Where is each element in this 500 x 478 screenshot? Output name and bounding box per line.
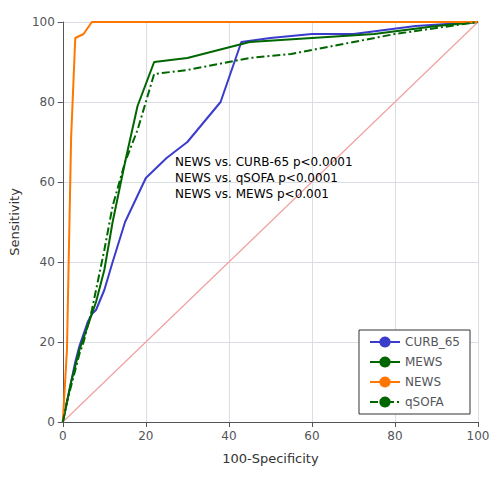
svg-text:60: 60 xyxy=(40,175,55,189)
svg-text:0: 0 xyxy=(47,415,55,429)
svg-text:NEWS vs. MEWS p<0.001: NEWS vs. MEWS p<0.001 xyxy=(175,187,329,201)
svg-text:MEWS: MEWS xyxy=(405,355,442,369)
svg-text:80: 80 xyxy=(40,95,55,109)
svg-text:40: 40 xyxy=(40,255,55,269)
svg-text:40: 40 xyxy=(221,429,236,443)
svg-text:CURB_65: CURB_65 xyxy=(405,335,460,349)
svg-text:60: 60 xyxy=(304,429,319,443)
svg-text:100-Specificity: 100-Specificity xyxy=(222,451,319,466)
svg-text:NEWS: NEWS xyxy=(405,375,441,389)
svg-text:100: 100 xyxy=(467,429,490,443)
svg-text:Sensitivity: Sensitivity xyxy=(7,188,22,256)
svg-text:0: 0 xyxy=(59,429,67,443)
svg-text:20: 20 xyxy=(138,429,153,443)
svg-text:qSOFA: qSOFA xyxy=(405,395,444,409)
svg-text:100: 100 xyxy=(32,15,55,29)
svg-text:NEWS vs. qSOFA p<0.0001: NEWS vs. qSOFA p<0.0001 xyxy=(175,171,338,185)
svg-text:80: 80 xyxy=(387,429,402,443)
svg-text:NEWS vs. CURB-65 p<0.0001: NEWS vs. CURB-65 p<0.0001 xyxy=(175,155,353,169)
svg-text:20: 20 xyxy=(40,335,55,349)
